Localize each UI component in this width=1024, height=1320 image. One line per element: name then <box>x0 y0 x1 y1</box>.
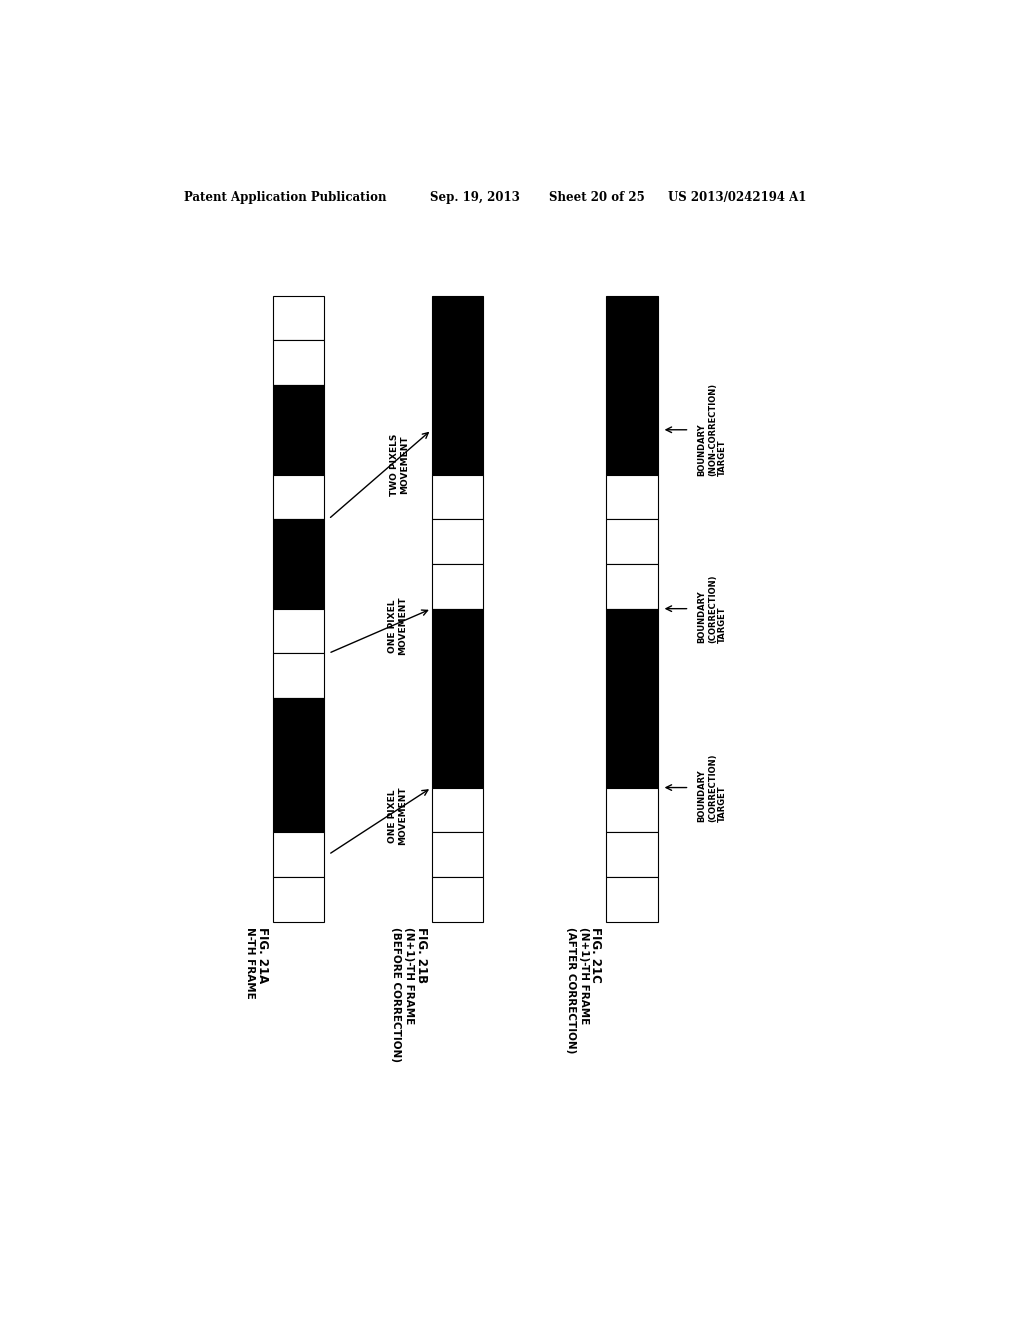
Bar <box>272 698 325 743</box>
Bar <box>431 788 483 833</box>
Text: FIG. 21B: FIG. 21B <box>415 927 428 983</box>
Text: BOUNDARY
(CORRECTION)
TARGET: BOUNDARY (CORRECTION) TARGET <box>697 574 727 643</box>
Text: Sheet 20 of 25: Sheet 20 of 25 <box>549 190 644 203</box>
Text: FIG. 21A: FIG. 21A <box>256 927 269 983</box>
Bar <box>431 519 483 564</box>
Bar <box>606 341 657 385</box>
Bar <box>606 833 657 876</box>
Bar <box>431 430 483 474</box>
Bar <box>606 519 657 564</box>
Bar <box>606 876 657 921</box>
Bar <box>272 743 325 788</box>
Bar <box>606 609 657 653</box>
Bar <box>272 296 325 341</box>
Bar <box>606 698 657 743</box>
Bar <box>272 653 325 698</box>
Bar <box>606 474 657 519</box>
Text: Sep. 19, 2013: Sep. 19, 2013 <box>430 190 519 203</box>
Text: ONE PIXEL
MOVEMENT: ONE PIXEL MOVEMENT <box>388 597 408 655</box>
Text: Patent Application Publication: Patent Application Publication <box>183 190 386 203</box>
Bar <box>431 564 483 609</box>
Bar <box>272 833 325 876</box>
Bar <box>431 833 483 876</box>
Bar <box>606 743 657 788</box>
Bar <box>272 385 325 430</box>
Bar <box>272 341 325 385</box>
Text: (AFTER CORRECTION): (AFTER CORRECTION) <box>566 927 575 1053</box>
Bar <box>431 653 483 698</box>
Bar <box>606 653 657 698</box>
Bar <box>431 474 483 519</box>
Bar <box>606 564 657 609</box>
Text: TWO PIXELS
MOVEMENT: TWO PIXELS MOVEMENT <box>390 433 410 495</box>
Text: US 2013/0242194 A1: US 2013/0242194 A1 <box>668 190 806 203</box>
Bar <box>431 385 483 430</box>
Bar <box>606 296 657 341</box>
Bar <box>272 876 325 921</box>
Text: N-TH FRAME: N-TH FRAME <box>246 927 255 998</box>
Bar <box>272 430 325 474</box>
Bar <box>606 385 657 430</box>
Text: (N+1)-TH FRAME: (N+1)-TH FRAME <box>404 927 414 1024</box>
Bar <box>431 743 483 788</box>
Bar <box>431 698 483 743</box>
Bar <box>272 609 325 653</box>
Bar <box>272 788 325 833</box>
Text: ONE PIXEL
MOVEMENT: ONE PIXEL MOVEMENT <box>388 787 408 845</box>
Text: BOUNDARY
(NON-CORRECTION)
TARGET: BOUNDARY (NON-CORRECTION) TARGET <box>697 383 727 477</box>
Bar <box>431 609 483 653</box>
Bar <box>272 474 325 519</box>
Bar <box>606 430 657 474</box>
Bar <box>431 876 483 921</box>
Bar <box>272 564 325 609</box>
Bar <box>606 788 657 833</box>
Text: BOUNDARY
(CORRECTION)
TARGET: BOUNDARY (CORRECTION) TARGET <box>697 754 727 822</box>
Bar <box>272 519 325 564</box>
Text: (BEFORE CORRECTION): (BEFORE CORRECTION) <box>391 927 401 1061</box>
Text: (N+1)-TH FRAME: (N+1)-TH FRAME <box>579 927 589 1024</box>
Bar <box>431 296 483 341</box>
Bar <box>431 341 483 385</box>
Text: FIG. 21C: FIG. 21C <box>589 927 602 982</box>
